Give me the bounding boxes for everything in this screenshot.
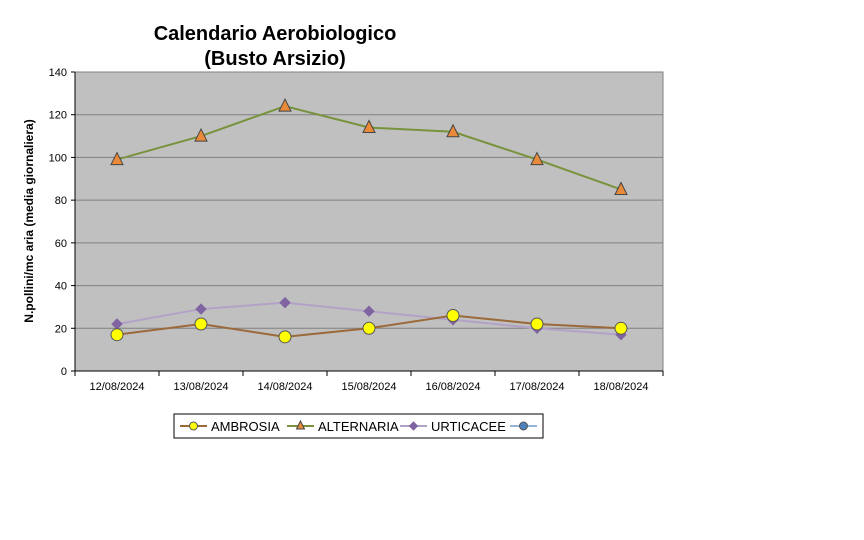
legend bbox=[173, 413, 544, 439]
y-tick-label: 140 bbox=[49, 67, 67, 79]
legend-marker bbox=[519, 421, 528, 431]
data-point-alternaria bbox=[614, 181, 628, 195]
legend-label: ALTERNARIA bbox=[318, 419, 399, 434]
data-point-urticacee bbox=[195, 303, 207, 315]
x-tick-label: 14/08/2024 bbox=[257, 381, 312, 393]
y-tick-label: 40 bbox=[55, 281, 67, 293]
data-point-alternaria bbox=[278, 98, 292, 112]
y-tick-label: 20 bbox=[55, 323, 67, 335]
data-point-ambrosia bbox=[110, 328, 124, 342]
data-point-alternaria bbox=[530, 151, 544, 166]
x-tick-label: 15/08/2024 bbox=[341, 381, 396, 393]
data-point-ambrosia bbox=[446, 308, 460, 322]
x-tick-label: 16/08/2024 bbox=[425, 381, 480, 393]
y-tick-label: 80 bbox=[55, 195, 67, 207]
x-tick-label: 18/08/2024 bbox=[593, 381, 648, 393]
y-tick-label: 0 bbox=[61, 366, 67, 378]
data-point-alternaria bbox=[446, 123, 460, 138]
legend-marker bbox=[295, 419, 306, 430]
chart-title-line-2: (Busto Arsizio) bbox=[204, 48, 345, 70]
x-tick-label: 17/08/2024 bbox=[509, 381, 564, 393]
y-tick-label: 60 bbox=[55, 238, 67, 250]
legend-label: AMBROSIA bbox=[211, 419, 280, 434]
data-point-alternaria bbox=[194, 127, 208, 142]
x-tick-label: 12/08/2024 bbox=[89, 381, 144, 393]
legend-label: URTICACEE bbox=[431, 419, 506, 434]
data-point-alternaria bbox=[362, 119, 376, 134]
legend-marker bbox=[189, 421, 198, 431]
y-axis-label: N.pollini/mc aria (media giornaliera) bbox=[22, 119, 36, 322]
data-point-alternaria bbox=[110, 151, 124, 166]
legend-marker bbox=[408, 421, 419, 431]
chart-title-line-1: Calendario Aerobiologico bbox=[154, 23, 397, 45]
y-tick-label: 120 bbox=[49, 110, 67, 122]
data-point-ambrosia bbox=[362, 321, 376, 335]
data-point-urticacee bbox=[363, 305, 375, 317]
data-point-ambrosia bbox=[194, 317, 208, 331]
data-point-urticacee bbox=[279, 296, 291, 309]
y-tick-label: 100 bbox=[49, 152, 67, 164]
data-point-ambrosia bbox=[278, 330, 292, 344]
x-tick-label: 13/08/2024 bbox=[173, 381, 228, 393]
data-point-ambrosia bbox=[614, 321, 628, 335]
data-point-ambrosia bbox=[530, 317, 544, 331]
